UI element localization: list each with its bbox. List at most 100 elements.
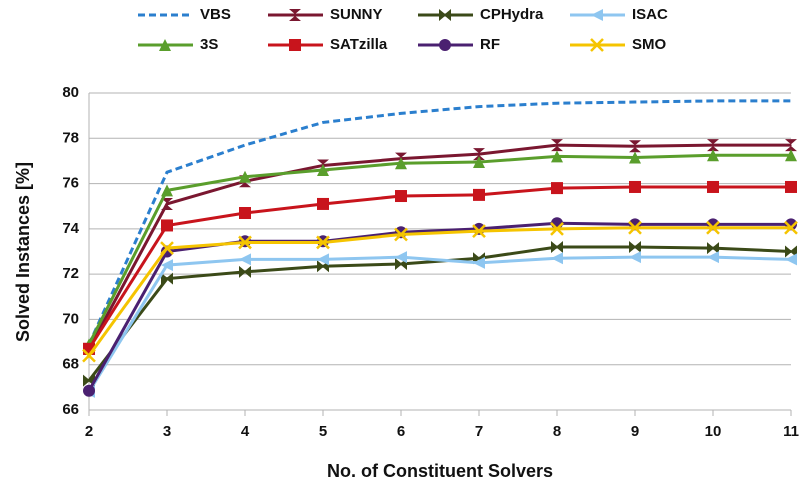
point bbox=[551, 150, 563, 163]
point bbox=[707, 251, 719, 264]
y-axis-title: Solved Instances [%] bbox=[13, 162, 33, 342]
legend-marker bbox=[439, 39, 451, 51]
point bbox=[785, 139, 797, 152]
point bbox=[707, 242, 719, 255]
point bbox=[785, 180, 797, 193]
point bbox=[239, 253, 251, 266]
point bbox=[629, 140, 641, 153]
point bbox=[550, 221, 564, 236]
y-tick-label: 70 bbox=[62, 310, 79, 327]
line bbox=[87, 255, 792, 393]
point bbox=[395, 190, 407, 203]
point bbox=[785, 149, 797, 162]
point bbox=[707, 180, 719, 193]
point bbox=[161, 272, 173, 285]
point bbox=[707, 149, 719, 162]
line bbox=[87, 143, 791, 350]
line bbox=[87, 185, 791, 350]
point bbox=[706, 220, 720, 235]
legend-label: SUNNY bbox=[330, 6, 383, 23]
series bbox=[83, 217, 797, 397]
x-tick-label: 9 bbox=[631, 423, 639, 440]
point bbox=[161, 197, 173, 210]
legend-marker bbox=[590, 38, 604, 52]
x-tick-label: 10 bbox=[705, 423, 722, 440]
point bbox=[551, 252, 563, 265]
point bbox=[551, 139, 563, 152]
point bbox=[629, 240, 641, 253]
x-tick-label: 3 bbox=[163, 423, 171, 440]
point bbox=[628, 220, 642, 235]
point bbox=[473, 156, 485, 169]
point bbox=[551, 240, 563, 253]
point bbox=[239, 170, 251, 183]
legend-marker bbox=[289, 9, 301, 21]
point bbox=[83, 384, 95, 397]
x-tick-label: 11 bbox=[783, 423, 799, 440]
legend-label: RF bbox=[480, 36, 500, 53]
y-tick-label: 76 bbox=[62, 175, 79, 192]
x-tick-label: 7 bbox=[475, 423, 483, 440]
legend-label: 3S bbox=[200, 36, 218, 53]
line bbox=[87, 153, 791, 346]
point bbox=[395, 226, 407, 239]
point bbox=[239, 265, 251, 278]
series bbox=[83, 251, 797, 398]
legend-marker bbox=[439, 9, 451, 21]
y-tick-label: 66 bbox=[62, 401, 79, 418]
point bbox=[160, 241, 174, 255]
point bbox=[317, 253, 329, 266]
point bbox=[161, 259, 173, 272]
legend-marker bbox=[591, 9, 603, 21]
point bbox=[239, 207, 251, 220]
point bbox=[317, 197, 329, 210]
y-tick-label: 72 bbox=[62, 265, 79, 282]
legend-marker bbox=[159, 39, 171, 51]
x-tick-label: 4 bbox=[241, 423, 250, 440]
point bbox=[394, 227, 408, 242]
legend-label: CPHydra bbox=[480, 6, 544, 23]
point bbox=[473, 148, 485, 161]
point bbox=[551, 182, 563, 195]
legend-label: VBS bbox=[200, 6, 231, 23]
y-tick-label: 74 bbox=[62, 220, 79, 237]
line bbox=[87, 99, 791, 345]
series bbox=[82, 220, 798, 363]
point bbox=[161, 184, 173, 197]
x-tick-label: 8 bbox=[553, 423, 561, 440]
point bbox=[785, 253, 797, 266]
x-tick-label: 6 bbox=[397, 423, 405, 440]
point bbox=[161, 219, 173, 232]
x-tick-label: 5 bbox=[319, 423, 327, 440]
point bbox=[316, 235, 330, 250]
point bbox=[707, 139, 719, 152]
point bbox=[317, 163, 329, 176]
x-axis-title: No. of Constituent Solvers bbox=[327, 461, 553, 481]
point bbox=[629, 251, 641, 264]
point bbox=[629, 180, 641, 193]
point bbox=[82, 348, 96, 363]
y-tick-label: 80 bbox=[62, 84, 79, 101]
legend-label: ISAC bbox=[632, 6, 668, 23]
point bbox=[473, 256, 485, 269]
y-tick-label: 78 bbox=[62, 129, 79, 146]
point bbox=[785, 245, 797, 258]
x-tick-label: 2 bbox=[85, 423, 93, 440]
point bbox=[473, 188, 485, 201]
legend-label: SMO bbox=[632, 36, 667, 53]
point bbox=[472, 224, 486, 239]
line bbox=[87, 245, 792, 382]
point bbox=[629, 151, 641, 164]
legend-label: SATzilla bbox=[330, 36, 388, 53]
legend-marker bbox=[289, 39, 301, 51]
series bbox=[87, 99, 791, 345]
point bbox=[238, 235, 252, 250]
point bbox=[784, 220, 798, 235]
point bbox=[395, 251, 407, 264]
series bbox=[83, 149, 797, 351]
line bbox=[87, 226, 791, 357]
point bbox=[473, 222, 485, 235]
series bbox=[83, 180, 797, 355]
point bbox=[395, 157, 407, 170]
